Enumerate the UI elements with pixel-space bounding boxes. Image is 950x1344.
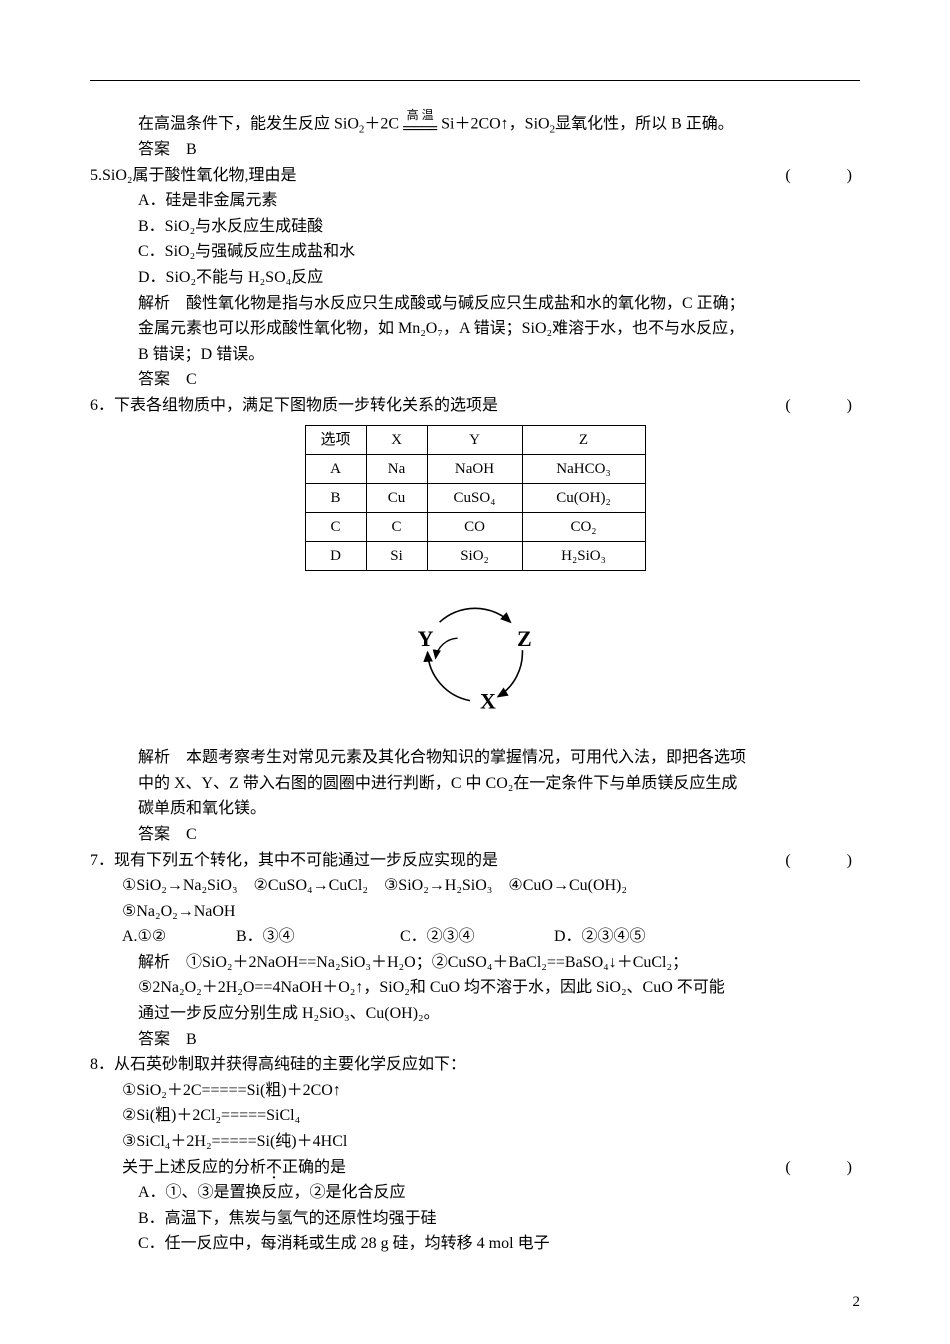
q5-explain2: 金属元素也可以形成酸性氧化物，如 Mn₂O₇，A 错误；SiO₂难溶于水，也不与…: [90, 316, 860, 342]
table-cell: A: [305, 454, 366, 483]
q7-explain2: ⑤2Na₂O₂＋2H₂O==4NaOH＋O₂↑，SiO₂和 CuO 均不溶于水，…: [90, 975, 860, 1001]
q4-reaction-condition: 高 温 ═══: [403, 109, 437, 137]
q8-optC: C．任一反应中，每消耗或生成 28 g 硅，均转移 4 mol 电子: [90, 1231, 860, 1257]
q7-optC: C．②③④: [400, 924, 550, 950]
table-cell: CO₂: [522, 512, 645, 541]
q5-stem: 5.SiO₂属于酸性氧化物,理由是: [90, 163, 296, 189]
q7-stem: 7．现有下列五个转化，其中不可能通过一步反应实现的是: [90, 848, 498, 874]
q6-stem-row: 6．下表各组物质中，满足下图物质一步转化关系的选项是 ( ): [90, 393, 860, 419]
q6-table: 选项XYZANaNaOHNaHCO₃BCuCuSO₄Cu(OH)₂CCCOCO₂…: [305, 425, 646, 571]
table-cell: H₂SiO₃: [522, 541, 645, 570]
q7-optA: A.①②: [122, 924, 232, 950]
q7-line2: ①SiO₂→Na₂SiO₃ ②CuSO₄→CuCl₂ ③SiO₂→H₂SiO₃ …: [90, 873, 860, 899]
q8-ask: 关于上述反应的分析不正确的是: [122, 1155, 346, 1181]
q4-explain-pre: 在高温条件下，能发生反应 SiO: [138, 115, 359, 132]
q6-explain1: 解析 本题考察考生对常见元素及其化合物知识的掌握情况，可用代入法，即把各选项: [90, 745, 860, 771]
q7-answer: 答案 B: [90, 1027, 860, 1053]
q8-paren: ( ): [785, 1155, 860, 1181]
q5-stem-row: 5.SiO₂属于酸性氧化物,理由是 ( ): [90, 163, 860, 189]
q5-explain1: 解析 酸性氧化物是指与水反应只生成酸或与碱反应只生成盐和水的氧化物，C 正确；: [90, 291, 860, 317]
q8-ask-suffix: 正确的是: [282, 1159, 346, 1176]
q4-answer: 答案 B: [90, 137, 860, 163]
q5-optC: C．SiO₂与强碱反应生成盐和水: [90, 239, 860, 265]
header-rule: [90, 80, 860, 81]
table-row: ANaNaOHNaHCO₃: [305, 454, 645, 483]
table-cell: C: [305, 512, 366, 541]
table-cell: Na: [366, 454, 427, 483]
table-header-cell: X: [366, 425, 427, 454]
q7-optD: D．②③④⑤: [554, 924, 646, 950]
q5-explain3: B 错误；D 错误。: [90, 342, 860, 368]
table-cell: Si: [366, 541, 427, 570]
page-number: 2: [853, 1290, 861, 1314]
q5-optD: D．SiO₂不能与 H₂SO₄反应: [90, 265, 860, 291]
q5-paren: ( ): [785, 163, 860, 189]
q6-answer: 答案 C: [90, 822, 860, 848]
q5-answer: 答案 C: [90, 367, 860, 393]
table-cell: Cu: [366, 483, 427, 512]
q7-line3: ⑤Na₂O₂→NaOH: [90, 899, 860, 925]
q7-stem-row: 7．现有下列五个转化，其中不可能通过一步反应实现的是 ( ): [90, 848, 860, 874]
q8-ask-prefix: 关于上述反应的分析: [122, 1159, 266, 1176]
q4-ruby-bottom: ═══: [403, 121, 437, 137]
table-cell: NaHCO₃: [522, 454, 645, 483]
q6-explain2: 中的 X、Y、Z 带入右图的圆圈中进行判断，C 中 CO₂在一定条件下与单质镁反…: [90, 771, 860, 797]
table-cell: CuSO₄: [427, 483, 522, 512]
q5-optB: B．SiO₂与水反应生成硅酸: [90, 214, 860, 240]
table-row: DSiSiO₂H₂SiO₃: [305, 541, 645, 570]
q8-optB: B．高温下，焦炭与氢气的还原性均强于硅: [90, 1206, 860, 1232]
q7-explain1: 解析 ①SiO₂＋2NaOH==Na₂SiO₃＋H₂O；②CuSO₄＋BaCl₂…: [90, 950, 860, 976]
table-cell: SiO₂: [427, 541, 522, 570]
table-header-cell: Y: [427, 425, 522, 454]
table-row: BCuCuSO₄Cu(OH)₂: [305, 483, 645, 512]
table-cell: D: [305, 541, 366, 570]
q6-diagram-wrap: Y Z X: [90, 579, 860, 738]
q8-stem: 8．从石英砂制取并获得高纯硅的主要化学反应如下：: [90, 1052, 860, 1078]
svg-text:Y: Y: [418, 626, 434, 651]
q4-explain-tail: 显氧化性，所以 B 正确。: [555, 115, 734, 132]
q8-line1: ①SiO₂＋2C=====Si(粗)＋2CO↑: [90, 1078, 860, 1104]
q4-explain-mid: ＋2C: [364, 115, 399, 132]
q7-optB: B．③④: [236, 924, 396, 950]
q4-explain: 在高温条件下，能发生反应 SiO2＋2C 高 温 ═══ Si＋2CO↑，SiO…: [90, 109, 860, 137]
q8-line2: ②Si(粗)＋2Cl₂=====SiCl₄: [90, 1103, 860, 1129]
q8-line3: ③SiCl₄＋2H₂=====Si(纯)＋4HCl: [90, 1129, 860, 1155]
table-cell: Cu(OH)₂: [522, 483, 645, 512]
table-header-cell: 选项: [305, 425, 366, 454]
table-row: CCCOCO₂: [305, 512, 645, 541]
table-cell: C: [366, 512, 427, 541]
q7-options: A.①② B．③④ C．②③④ D．②③④⑤: [90, 924, 860, 950]
table-cell: B: [305, 483, 366, 512]
table-cell: CO: [427, 512, 522, 541]
q6-explain3: 碳单质和氧化镁。: [90, 796, 860, 822]
q8-ask-row: 关于上述反应的分析不正确的是 ( ): [90, 1155, 860, 1181]
svg-text:Z: Z: [517, 626, 532, 651]
q8-ask-emph: 不: [266, 1155, 282, 1181]
q6-stem: 6．下表各组物质中，满足下图物质一步转化关系的选项是: [90, 393, 498, 419]
svg-text:X: X: [480, 688, 496, 713]
q7-paren: ( ): [785, 848, 860, 874]
q8-optA: A．①、③是置换反应，②是化合反应: [90, 1180, 860, 1206]
table-cell: NaOH: [427, 454, 522, 483]
table-header-cell: Z: [522, 425, 645, 454]
q5-optA: A．硅是非金属元素: [90, 188, 860, 214]
q6-diagram: Y Z X: [380, 579, 570, 729]
q4-explain-after: Si＋2CO↑，SiO: [441, 115, 549, 132]
q7-explain3: 通过一步反应分别生成 H₂SiO₃、Cu(OH)₂。: [90, 1001, 860, 1027]
q6-paren: ( ): [785, 393, 860, 419]
